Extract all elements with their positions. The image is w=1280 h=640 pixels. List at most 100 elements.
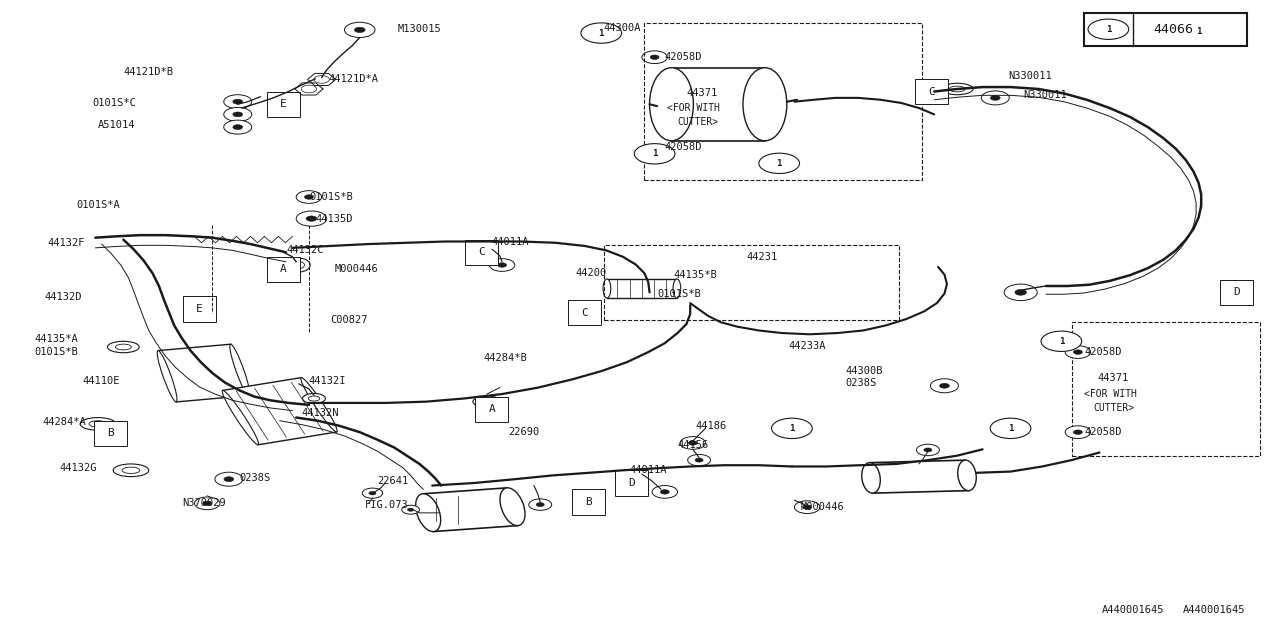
Text: 1: 1: [790, 424, 795, 433]
Text: 1: 1: [1007, 424, 1014, 433]
Circle shape: [407, 508, 413, 511]
Text: <FOR WITH: <FOR WITH: [1084, 389, 1137, 399]
Text: 42058D: 42058D: [664, 52, 703, 62]
Text: 44231: 44231: [746, 252, 777, 262]
Text: 44132I: 44132I: [308, 376, 347, 387]
Text: N370029: N370029: [182, 499, 225, 508]
Text: A440001645: A440001645: [1102, 605, 1165, 615]
Text: 44066: 44066: [1153, 23, 1193, 36]
Ellipse shape: [230, 344, 250, 396]
Text: A: A: [280, 264, 287, 275]
Bar: [1071, 322, 1260, 456]
Bar: [672, 68, 765, 141]
Text: C00827: C00827: [330, 316, 369, 325]
Circle shape: [687, 454, 710, 466]
Ellipse shape: [1046, 335, 1078, 348]
Ellipse shape: [639, 151, 666, 163]
Text: M130015: M130015: [398, 24, 442, 35]
Text: 44233A: 44233A: [788, 340, 826, 351]
Text: 44011A: 44011A: [630, 465, 667, 476]
Circle shape: [641, 51, 667, 63]
Ellipse shape: [776, 422, 808, 435]
Text: 0238S: 0238S: [239, 473, 270, 483]
Bar: [475, 397, 508, 422]
Text: 1: 1: [1196, 28, 1202, 36]
Text: 0238S: 0238S: [845, 378, 877, 388]
Text: M000446: M000446: [334, 264, 378, 275]
Text: C: C: [581, 308, 588, 317]
Bar: [616, 470, 648, 496]
Text: 44284*B: 44284*B: [483, 353, 527, 364]
Ellipse shape: [416, 494, 440, 532]
Text: 42058D: 42058D: [664, 143, 703, 152]
Polygon shape: [307, 74, 335, 86]
Text: C: C: [479, 247, 485, 257]
Text: 44121D*B: 44121D*B: [123, 67, 173, 77]
Circle shape: [305, 195, 314, 199]
Text: 44200: 44200: [576, 268, 607, 278]
Circle shape: [536, 502, 544, 507]
Circle shape: [695, 458, 703, 462]
Circle shape: [650, 55, 659, 60]
Text: N330011: N330011: [1007, 71, 1052, 81]
Circle shape: [306, 216, 316, 221]
Circle shape: [650, 150, 659, 155]
Circle shape: [402, 505, 420, 514]
Circle shape: [195, 497, 220, 509]
Text: 44132G: 44132G: [60, 463, 97, 474]
Ellipse shape: [113, 464, 148, 477]
Circle shape: [916, 444, 940, 456]
Circle shape: [498, 263, 507, 268]
Circle shape: [635, 143, 675, 164]
Text: 44011A: 44011A: [492, 237, 530, 246]
Circle shape: [641, 146, 667, 159]
Ellipse shape: [941, 83, 973, 95]
Circle shape: [215, 472, 243, 486]
Text: 0101S*A: 0101S*A: [77, 200, 120, 210]
Text: 44371: 44371: [686, 88, 718, 99]
Text: C: C: [928, 86, 936, 97]
Circle shape: [296, 191, 321, 204]
Bar: [268, 92, 300, 117]
Text: N330011: N330011: [1023, 90, 1068, 100]
Circle shape: [940, 383, 950, 388]
Ellipse shape: [157, 351, 177, 402]
Text: 22641: 22641: [378, 476, 408, 486]
Text: D: D: [1234, 287, 1240, 298]
Bar: [183, 296, 216, 321]
Bar: [95, 420, 127, 446]
Text: 1: 1: [777, 159, 782, 168]
Circle shape: [772, 418, 813, 438]
Text: 42058D: 42058D: [1084, 347, 1121, 357]
Circle shape: [803, 505, 812, 509]
Text: 44132C: 44132C: [285, 245, 324, 255]
Circle shape: [982, 91, 1009, 105]
Circle shape: [224, 95, 252, 109]
Ellipse shape: [649, 68, 694, 141]
Text: 44135*B: 44135*B: [673, 269, 718, 280]
Circle shape: [355, 28, 365, 33]
Text: A440001645: A440001645: [1183, 605, 1245, 614]
Circle shape: [924, 448, 932, 452]
Text: 1: 1: [599, 29, 604, 38]
Ellipse shape: [287, 258, 310, 272]
Circle shape: [1041, 331, 1082, 351]
Text: E: E: [196, 304, 204, 314]
Text: B: B: [108, 428, 114, 438]
Ellipse shape: [673, 279, 681, 298]
Circle shape: [224, 477, 234, 482]
Bar: [572, 490, 605, 515]
Ellipse shape: [742, 68, 787, 141]
Text: 44284*A: 44284*A: [42, 417, 86, 427]
Ellipse shape: [995, 422, 1027, 435]
Bar: [869, 460, 969, 493]
Bar: [1084, 13, 1247, 46]
Text: D: D: [628, 478, 635, 488]
Ellipse shape: [957, 460, 977, 491]
Text: FIG.073: FIG.073: [365, 500, 408, 509]
Text: 1: 1: [1106, 25, 1111, 34]
Text: A: A: [489, 404, 495, 414]
Bar: [915, 79, 948, 104]
Circle shape: [1074, 430, 1083, 435]
Bar: [157, 344, 248, 402]
